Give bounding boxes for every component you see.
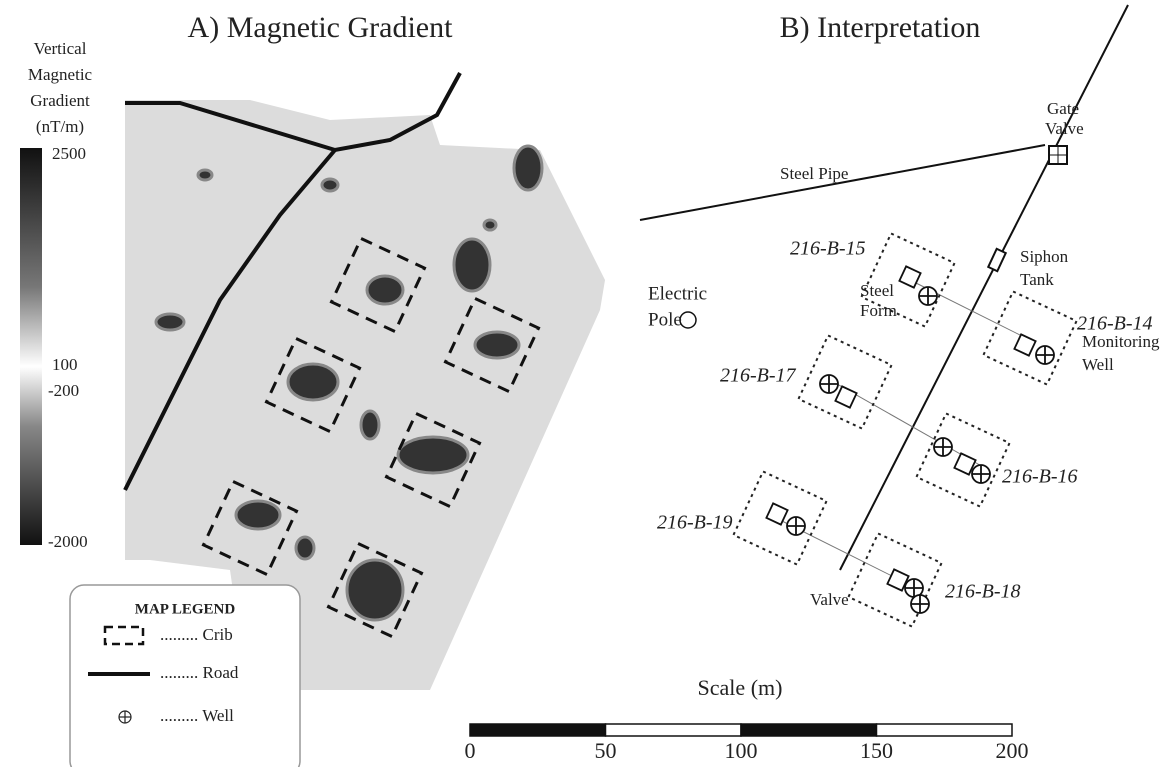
cribs-b	[733, 233, 1076, 626]
colorbar-tick-label: 2500	[52, 144, 86, 163]
crib-label: 216-B-15	[790, 238, 866, 260]
map-legend: MAP LEGEND ......... Crib ......... Road…	[70, 585, 300, 767]
label: Steel Pipe	[780, 164, 848, 183]
panel-a-title: A) Magnetic Gradient	[188, 11, 454, 44]
label: Siphon	[1020, 247, 1069, 266]
scale-bar: 0 50 100 150 200	[465, 724, 1029, 763]
scale-tick-label: 100	[725, 738, 758, 763]
label: Monitoring	[1082, 332, 1160, 351]
label: Tank	[1020, 270, 1054, 289]
crib-label: 216-B-14	[1077, 313, 1153, 335]
label: Pole	[648, 309, 682, 330]
colorbar-tick-label: -200	[48, 381, 79, 400]
label: Electric	[648, 283, 707, 304]
legend-item: ......... Road	[160, 663, 239, 682]
scale-tick-label: 50	[595, 738, 617, 763]
colorbar-label-line: Vertical	[34, 39, 87, 58]
label: Well	[1082, 355, 1114, 374]
colorbar-label-line: (nT/m)	[36, 117, 84, 136]
scale-tick-label: 150	[860, 738, 893, 763]
scale-title: Scale (m)	[698, 675, 783, 700]
label: Steel	[860, 281, 894, 300]
colorbar-label: Vertical Magnetic Gradient (nT/m)	[28, 39, 93, 136]
scale-segment	[606, 724, 742, 736]
legend-well-symbol	[119, 711, 131, 723]
colorbar	[20, 148, 42, 545]
colorbar-label-line: Gradient	[30, 91, 90, 110]
crib-label: 216-B-18	[945, 581, 1021, 603]
crib-label: 216-B-19	[657, 512, 733, 534]
label: Valve	[810, 590, 849, 609]
figure: A) Magnetic Gradient Vertical Magnetic G…	[0, 0, 1170, 767]
scale-segment	[470, 724, 606, 736]
legend-item: ......... Crib	[160, 625, 233, 644]
scale-tick-label: 0	[465, 738, 476, 763]
tanks	[766, 266, 1035, 590]
wells	[787, 287, 1054, 613]
scale-tick-label: 200	[996, 738, 1029, 763]
panel-b-title: B) Interpretation	[780, 11, 981, 44]
crib-label: 216-B-16	[1002, 466, 1078, 488]
label: Valve	[1045, 119, 1084, 138]
colorbar-tick-label: 100	[52, 355, 78, 374]
label: Gate	[1047, 99, 1079, 118]
colorbar-tick-label: -2000	[48, 532, 88, 551]
label: Form	[860, 301, 897, 320]
interpretation-labels: Gate Valve Steel Pipe Siphon Tank Electr…	[648, 99, 1160, 609]
scale-segment	[741, 724, 877, 736]
scale-segment	[877, 724, 1013, 736]
legend-title: MAP LEGEND	[135, 601, 236, 617]
colorbar-label-line: Magnetic	[28, 65, 93, 84]
crib-label: 216-B-17	[720, 365, 797, 387]
legend-item: ......... Well	[160, 706, 234, 725]
